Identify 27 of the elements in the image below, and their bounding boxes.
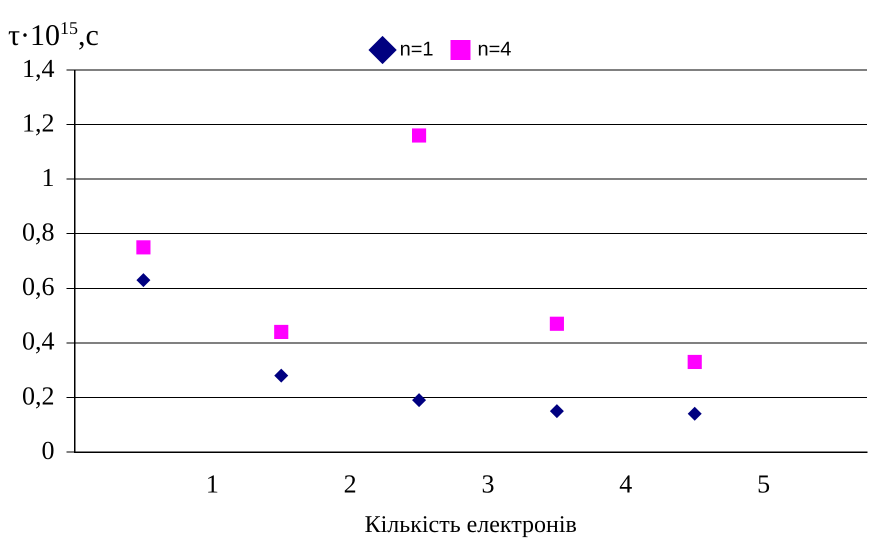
y-tick-label: 0,6: [22, 272, 54, 302]
y-tick-label: 0,8: [22, 218, 54, 247]
y-tick-label: 0: [42, 436, 54, 465]
point: [688, 406, 702, 421]
point: [688, 354, 702, 370]
point: [274, 368, 288, 383]
legend-label: n=1: [400, 38, 434, 61]
point: [274, 324, 288, 340]
point: [412, 393, 426, 408]
x-axis-title: Кількість електронів: [364, 512, 577, 538]
x-tick-label: 2: [344, 469, 357, 498]
legend-label: n=4: [478, 38, 512, 61]
y-tick-label: 1,4: [22, 54, 54, 83]
x-tick-label: 5: [757, 469, 770, 498]
y-tick-label: 1,2: [22, 108, 54, 138]
x-tick-label: 1: [206, 469, 219, 498]
point: [550, 316, 564, 331]
x-tick-label: 3: [481, 469, 494, 498]
point: [550, 404, 564, 418]
y-tick-label: 1: [42, 162, 54, 192]
point: [136, 240, 150, 254]
y-axis-title: τ·10$^{15}$,c: [8, 18, 99, 53]
y-tick-label: 0,4: [22, 326, 54, 356]
point: [136, 273, 150, 288]
point: [412, 128, 426, 143]
x-tick-label: 4: [619, 469, 632, 498]
y-tick-label: 0,2: [22, 381, 54, 410]
